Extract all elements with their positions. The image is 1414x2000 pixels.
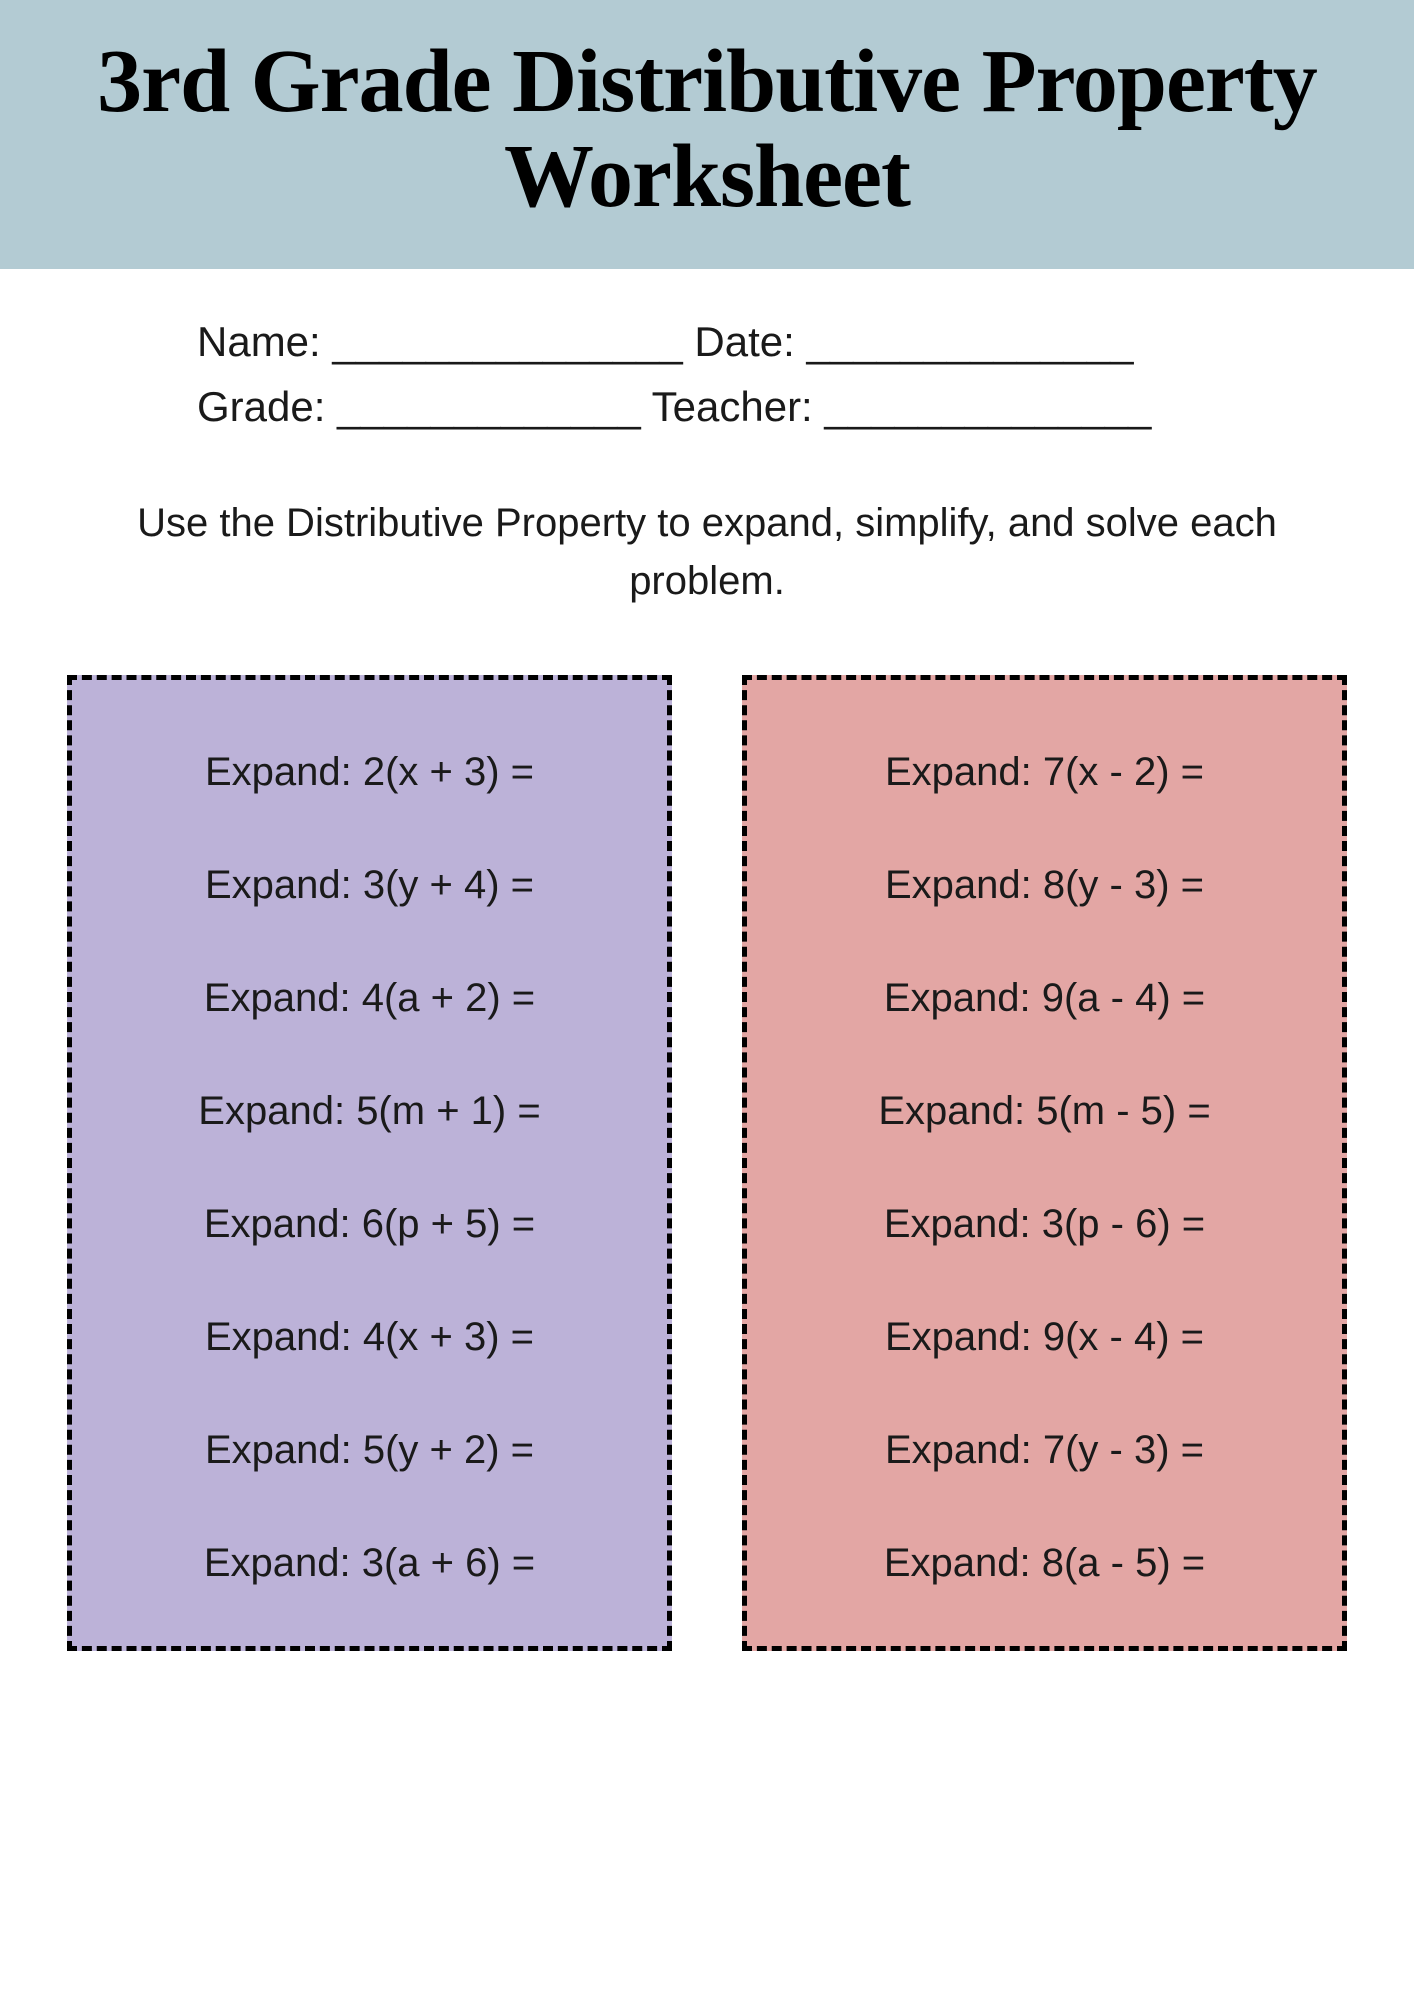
problem-item: Expand: 7(x - 2) = [885, 750, 1204, 795]
problem-item: Expand: 5(m - 5) = [878, 1089, 1210, 1134]
problem-item: Expand: 5(m + 1) = [198, 1089, 540, 1134]
problem-item: Expand: 3(p - 6) = [884, 1202, 1205, 1247]
worksheet-header: 3rd Grade Distributive Property Workshee… [0, 0, 1414, 269]
problem-item: Expand: 4(x + 3) = [205, 1315, 534, 1360]
problem-columns: Expand: 2(x + 3) = Expand: 3(y + 4) = Ex… [67, 675, 1347, 1651]
problem-item: Expand: 8(a - 5) = [884, 1541, 1205, 1586]
problem-item: Expand: 9(a - 4) = [884, 976, 1205, 1021]
problem-item: Expand: 8(y - 3) = [885, 863, 1204, 908]
problem-panel-left: Expand: 2(x + 3) = Expand: 3(y + 4) = Ex… [67, 675, 672, 1651]
problem-item: Expand: 7(y - 3) = [885, 1428, 1204, 1473]
problem-item: Expand: 6(p + 5) = [204, 1202, 535, 1247]
problem-item: Expand: 3(a + 6) = [204, 1541, 535, 1586]
worksheet-title: 3rd Grade Distributive Property Workshee… [40, 35, 1374, 224]
problem-item: Expand: 2(x + 3) = [205, 750, 534, 795]
problem-panel-right: Expand: 7(x - 2) = Expand: 8(y - 3) = Ex… [742, 675, 1347, 1651]
instructions-text: Use the Distributive Property to expand,… [67, 494, 1347, 610]
problem-item: Expand: 5(y + 2) = [205, 1428, 534, 1473]
problem-item: Expand: 9(x - 4) = [885, 1315, 1204, 1360]
student-info-block: Name: _______________ Date: ____________… [197, 309, 1217, 439]
problem-item: Expand: 4(a + 2) = [204, 976, 535, 1021]
info-line-2: Grade: _____________ Teacher: __________… [197, 374, 1217, 439]
info-line-1: Name: _______________ Date: ____________… [197, 309, 1217, 374]
problem-item: Expand: 3(y + 4) = [205, 863, 534, 908]
